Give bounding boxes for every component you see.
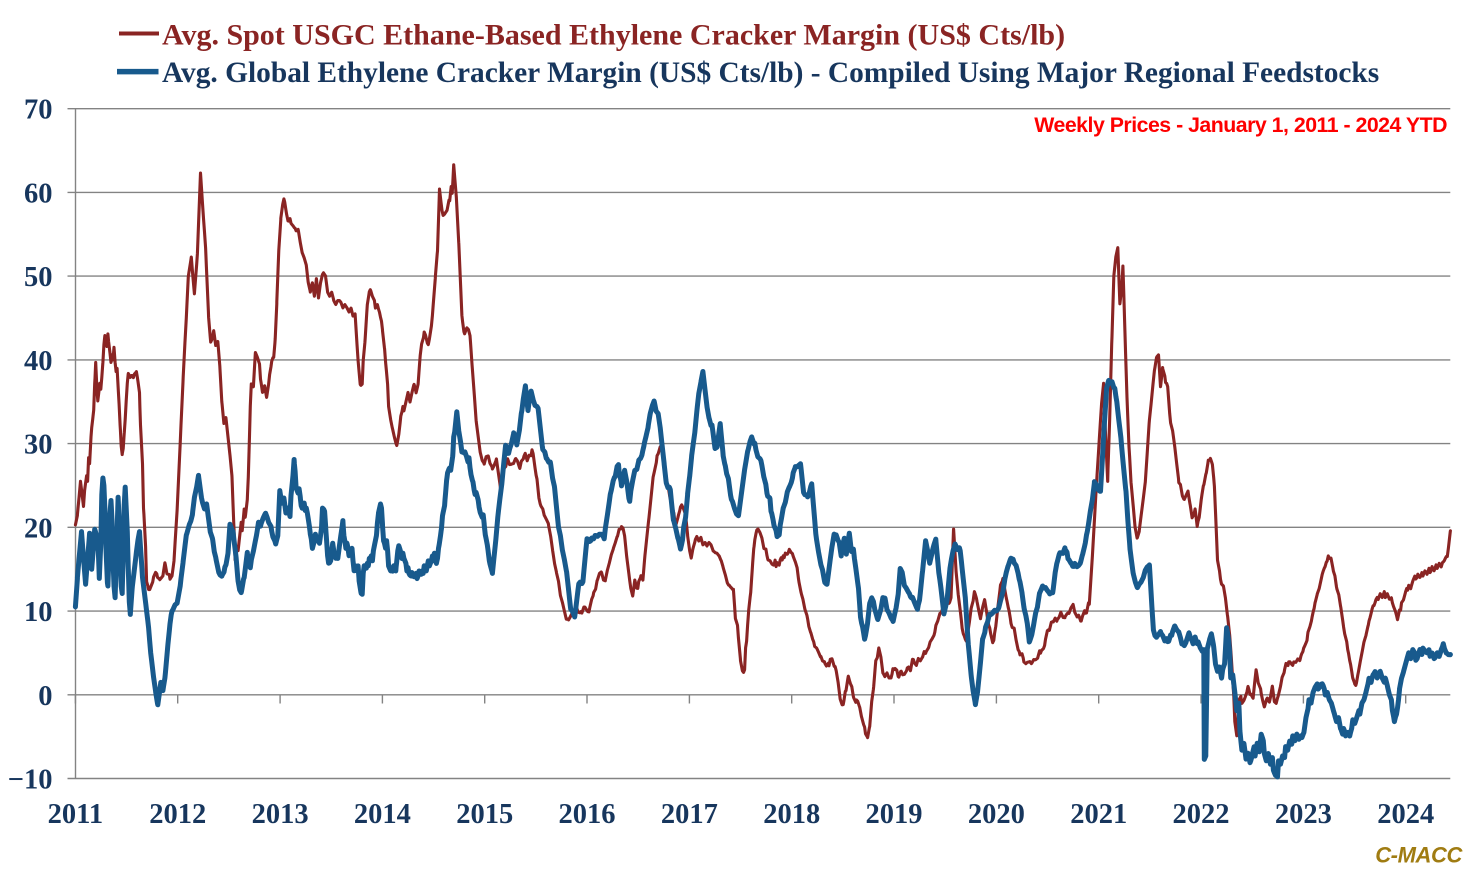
svg-text:20: 20 [24,513,53,544]
svg-text:2011: 2011 [48,799,103,830]
svg-text:Weekly Prices - January 1, 201: Weekly Prices - January 1, 2011 - 2024 Y… [1034,113,1447,137]
svg-text:50: 50 [24,262,53,293]
svg-text:2015: 2015 [456,799,513,830]
svg-text:2018: 2018 [763,799,820,830]
svg-text:60: 60 [24,178,53,209]
svg-text:Avg. Spot USGC Ethane-Based Et: Avg. Spot USGC Ethane-Based Ethylene Cra… [162,19,1065,52]
svg-text:2013: 2013 [252,799,309,830]
svg-text:2017: 2017 [661,799,718,830]
svg-text:2024: 2024 [1377,799,1434,830]
svg-text:2019: 2019 [866,799,923,830]
svg-text:2016: 2016 [559,799,616,830]
svg-text:2022: 2022 [1173,799,1230,830]
svg-text:10: 10 [24,597,53,628]
svg-text:2021: 2021 [1070,799,1127,830]
svg-text:C-MACC: C-MACC [1375,843,1463,868]
svg-text:2020: 2020 [968,799,1025,830]
svg-text:2023: 2023 [1275,799,1332,830]
svg-text:30: 30 [24,430,53,461]
svg-text:Avg. Global Ethylene Cracker M: Avg. Global Ethylene Cracker Margin (US$… [162,57,1379,89]
svg-text:2012: 2012 [149,799,206,830]
svg-text:−10: −10 [8,765,53,796]
svg-text:2014: 2014 [354,799,411,830]
svg-text:40: 40 [24,346,53,377]
svg-text:70: 70 [24,95,53,126]
svg-text:0: 0 [38,681,52,712]
